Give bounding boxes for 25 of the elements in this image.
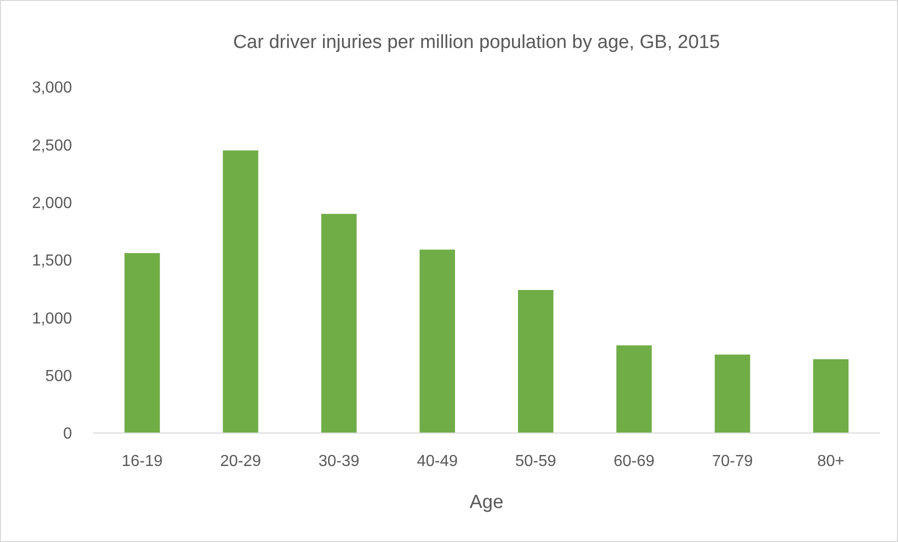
x-tick-label: 50-59 [515,453,556,470]
bar [714,354,750,433]
bar [420,250,456,433]
x-tick-label: 80+ [817,453,844,470]
chart-title: Car driver injuries per million population by age, GB, 2015 [233,32,720,53]
y-tick-label: 1,500 [32,252,72,270]
x-tick-label: 60-69 [614,453,655,470]
y-tick-label: 2,000 [32,194,72,212]
y-tick-label: 1,000 [32,310,72,328]
bar [222,150,258,433]
x-tick-label: 30-39 [318,453,360,470]
y-tick-label: 2,500 [32,137,72,154]
bar [518,290,554,433]
bar [813,359,849,433]
bar [321,214,357,433]
x-tick-label: 20-29 [220,453,262,470]
y-tick-label: 500 [45,368,72,385]
x-tick-label: 70-79 [712,453,753,470]
y-tick-label: 3,000 [32,80,72,97]
y-tick-label: 0 [63,426,72,443]
x-tick-label: 40-49 [416,453,458,470]
bar [124,253,160,433]
x-tick-label: 16-19 [122,453,163,470]
bar [616,345,652,433]
x-axis-title: Age [470,492,504,513]
